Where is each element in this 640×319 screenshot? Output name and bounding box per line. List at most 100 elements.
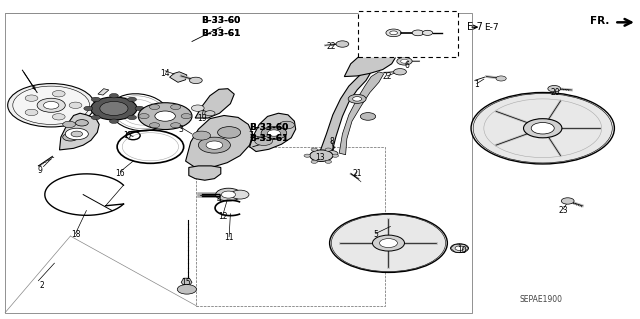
Circle shape — [65, 128, 88, 140]
Circle shape — [92, 97, 100, 102]
Text: 6: 6 — [404, 61, 410, 70]
Circle shape — [206, 141, 223, 149]
Text: 16: 16 — [115, 169, 125, 178]
Polygon shape — [181, 278, 192, 286]
Circle shape — [372, 235, 404, 251]
Polygon shape — [60, 113, 99, 150]
Ellipse shape — [110, 94, 169, 131]
Text: B-33-61: B-33-61 — [249, 134, 289, 143]
Circle shape — [198, 137, 230, 153]
Text: B-33-60: B-33-60 — [201, 16, 241, 25]
Circle shape — [386, 29, 401, 37]
Text: 18: 18 — [71, 230, 80, 239]
Circle shape — [63, 121, 76, 128]
Circle shape — [336, 41, 349, 47]
Text: E-7: E-7 — [484, 23, 499, 32]
Circle shape — [412, 30, 424, 36]
Circle shape — [330, 214, 447, 272]
Text: B-33-60: B-33-60 — [201, 16, 241, 25]
FancyBboxPatch shape — [358, 11, 458, 57]
Circle shape — [422, 30, 433, 35]
Text: 9: 9 — [37, 166, 42, 175]
Circle shape — [127, 115, 136, 120]
Text: FR.: FR. — [590, 16, 609, 26]
Circle shape — [221, 191, 236, 198]
Circle shape — [44, 101, 59, 109]
Circle shape — [325, 160, 332, 163]
Polygon shape — [186, 115, 253, 167]
Circle shape — [92, 115, 100, 120]
Circle shape — [52, 91, 65, 97]
Text: 5: 5 — [373, 230, 378, 239]
Polygon shape — [339, 72, 384, 155]
Text: 12: 12 — [218, 212, 227, 221]
Polygon shape — [320, 70, 371, 154]
Text: 1: 1 — [474, 80, 479, 89]
Circle shape — [177, 285, 196, 294]
Circle shape — [63, 133, 78, 141]
Circle shape — [71, 131, 83, 137]
Circle shape — [279, 121, 294, 129]
Circle shape — [8, 84, 95, 127]
Circle shape — [332, 154, 339, 157]
Polygon shape — [98, 89, 109, 95]
Circle shape — [138, 103, 192, 130]
Circle shape — [471, 93, 614, 164]
Circle shape — [127, 97, 136, 102]
Text: 8: 8 — [329, 137, 334, 146]
Circle shape — [268, 130, 280, 136]
Circle shape — [205, 111, 215, 116]
Circle shape — [76, 120, 88, 126]
Circle shape — [170, 104, 181, 109]
Circle shape — [524, 119, 562, 138]
Circle shape — [304, 154, 310, 157]
Polygon shape — [250, 113, 296, 152]
Text: 7: 7 — [248, 131, 253, 140]
Polygon shape — [189, 166, 221, 180]
Circle shape — [100, 101, 128, 115]
Polygon shape — [170, 72, 187, 82]
Text: 15: 15 — [180, 278, 191, 287]
Circle shape — [348, 94, 366, 103]
Circle shape — [189, 77, 202, 84]
Circle shape — [155, 111, 175, 121]
Circle shape — [360, 113, 376, 120]
Circle shape — [255, 137, 273, 145]
Polygon shape — [195, 89, 234, 118]
Text: 23: 23 — [558, 206, 568, 215]
Circle shape — [91, 97, 137, 120]
Circle shape — [325, 151, 338, 157]
Text: B-33-61: B-33-61 — [249, 134, 289, 143]
Circle shape — [390, 31, 397, 35]
Circle shape — [401, 59, 408, 63]
Text: 3: 3 — [178, 125, 183, 134]
Circle shape — [353, 97, 362, 101]
Circle shape — [181, 114, 191, 119]
Text: 21: 21 — [353, 169, 362, 178]
Text: 22: 22 — [327, 42, 336, 51]
Circle shape — [170, 123, 180, 128]
Text: SEPAE1900: SEPAE1900 — [519, 295, 563, 304]
Circle shape — [451, 244, 468, 253]
Circle shape — [109, 119, 118, 123]
Text: 14: 14 — [160, 69, 170, 78]
Circle shape — [496, 76, 506, 81]
Text: 10: 10 — [457, 246, 467, 255]
Circle shape — [25, 109, 38, 115]
Circle shape — [311, 148, 317, 151]
Text: B-33-61: B-33-61 — [201, 29, 241, 38]
Circle shape — [37, 98, 65, 112]
Text: E-7: E-7 — [467, 22, 483, 32]
Circle shape — [150, 123, 160, 128]
Circle shape — [109, 93, 118, 98]
Text: 2: 2 — [39, 281, 44, 290]
Text: 13: 13 — [315, 153, 325, 162]
Polygon shape — [344, 49, 396, 77]
Text: B-33-60: B-33-60 — [249, 123, 289, 132]
Text: B-33-61: B-33-61 — [201, 29, 241, 38]
Circle shape — [380, 239, 397, 248]
Text: 20: 20 — [550, 88, 560, 97]
Circle shape — [25, 95, 38, 101]
Circle shape — [261, 127, 287, 139]
Circle shape — [531, 122, 554, 134]
